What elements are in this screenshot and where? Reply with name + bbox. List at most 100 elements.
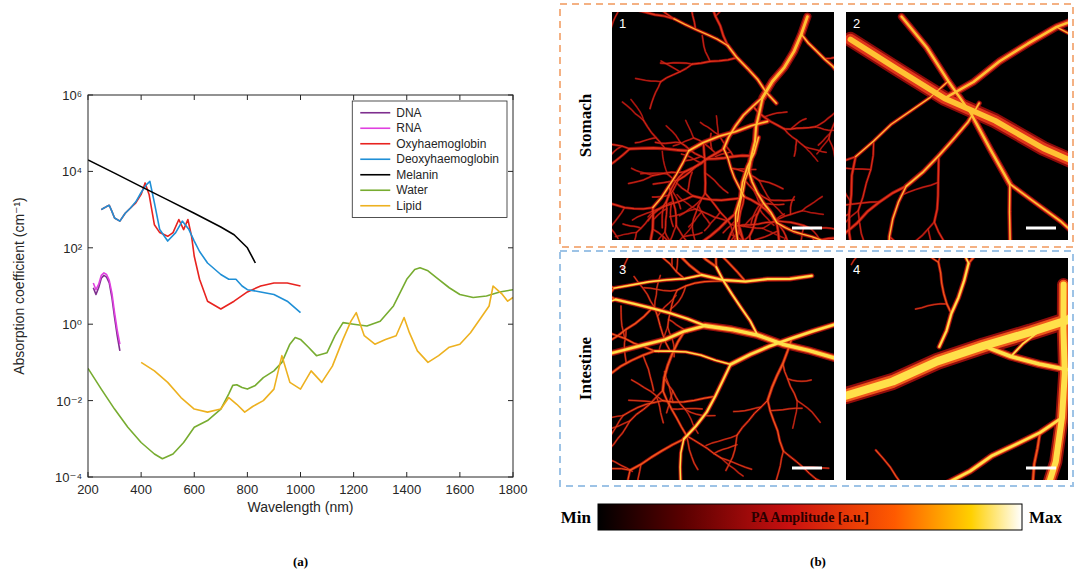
legend-swatch xyxy=(360,174,390,176)
legend-swatch xyxy=(360,205,390,207)
vessel-outer xyxy=(686,120,694,137)
vessel-outer xyxy=(775,451,783,480)
vessel-mid xyxy=(818,134,830,146)
vessel-outer xyxy=(876,450,911,480)
colorbar xyxy=(598,504,1022,530)
vessel-mid xyxy=(934,222,951,240)
vessel-mid xyxy=(701,122,719,134)
vessel-mid xyxy=(657,196,693,210)
y-tick-right xyxy=(508,171,513,172)
vessel-outer xyxy=(622,102,643,121)
vessel-mid xyxy=(703,143,705,194)
vessel-outer xyxy=(647,258,684,279)
legend-swatch xyxy=(360,143,390,145)
scale-bar xyxy=(1026,227,1056,230)
vessel-outer xyxy=(1010,184,1068,240)
vessel-mid xyxy=(1057,27,1068,73)
x-tick-label: 1800 xyxy=(499,482,528,497)
vessel-mid xyxy=(777,223,821,240)
x-tick xyxy=(300,472,301,477)
vessel-mid xyxy=(768,400,784,451)
vessel-outer xyxy=(705,173,728,193)
vessel-outer xyxy=(916,304,947,309)
vessel-mid xyxy=(780,236,786,240)
vessel-outer xyxy=(612,216,618,238)
vessel-mid xyxy=(846,167,871,170)
x-tick-label: 1200 xyxy=(339,482,368,497)
vessel-mid xyxy=(636,210,657,232)
vessel-outer xyxy=(632,380,663,401)
vessel-mid xyxy=(705,173,728,193)
vessel-mid xyxy=(706,435,737,445)
plot-frame xyxy=(88,95,513,477)
vessel-mid xyxy=(644,208,653,240)
vessel-mid xyxy=(887,186,907,240)
vessel-outer xyxy=(934,222,951,240)
vessel-core xyxy=(749,171,777,223)
vessel-mid xyxy=(793,401,797,429)
series-line xyxy=(93,273,120,344)
vessel-outer xyxy=(763,17,808,98)
vessel-mid xyxy=(653,209,666,220)
vessel-outer xyxy=(901,222,934,240)
series-line xyxy=(88,268,513,459)
legend-swatch xyxy=(360,127,390,129)
vessel-mid xyxy=(670,209,696,217)
vessel-mid xyxy=(655,351,731,364)
vessel-outer xyxy=(664,378,685,410)
image-number: 3 xyxy=(619,262,626,277)
vessel-outer xyxy=(706,435,737,445)
y-tick-label: 10⁰ xyxy=(62,317,82,332)
y-tick-label: 10² xyxy=(63,241,82,256)
x-tick xyxy=(406,472,407,477)
vessel-outer xyxy=(672,258,677,265)
legend-box xyxy=(352,101,507,218)
vessel-mid xyxy=(685,410,715,416)
pa-image: 4 xyxy=(789,0,1078,578)
vessel-mid xyxy=(728,236,749,240)
vessel-mid xyxy=(721,458,743,476)
x-tick-label: 400 xyxy=(130,482,152,497)
x-tick xyxy=(353,472,354,477)
vessel-mid xyxy=(721,458,752,469)
vessel-outer xyxy=(693,196,740,200)
panel-label: (a) xyxy=(293,554,308,569)
vessel-mid xyxy=(901,222,934,240)
vessel-outer xyxy=(1042,285,1064,480)
vessel-outer xyxy=(702,275,812,282)
vessel-outer xyxy=(612,351,655,382)
vessel-mid xyxy=(770,408,802,410)
x-tick xyxy=(459,472,460,477)
vessel-mid xyxy=(1042,285,1064,480)
vessel-core xyxy=(653,151,689,208)
vessel-outer xyxy=(938,258,953,262)
vessel-mid xyxy=(676,258,682,272)
legend-label: Oxyhaemoglobin xyxy=(396,137,486,151)
x-tick xyxy=(247,472,248,477)
vessel-outer xyxy=(663,391,687,436)
x-tick-top xyxy=(141,95,142,100)
scale-bar xyxy=(792,467,822,470)
vessel-outer xyxy=(614,275,702,288)
vessel-mid xyxy=(664,378,685,410)
vessel-outer xyxy=(635,138,656,143)
vessel-mid xyxy=(661,63,693,64)
series-line xyxy=(101,181,300,312)
vessel-outer xyxy=(680,439,687,480)
vessel-mid xyxy=(662,151,667,174)
y-tick-label: 10⁻² xyxy=(56,394,82,409)
vessel-mid xyxy=(999,184,1010,240)
vessel-mid xyxy=(630,439,684,470)
vessel-outer xyxy=(612,141,630,149)
vessel-mid xyxy=(750,203,764,236)
vessel-core xyxy=(684,364,731,439)
vessel-mid xyxy=(688,172,693,192)
vessel-mid xyxy=(665,203,667,232)
vessel-mid xyxy=(716,116,718,135)
vessel-outer xyxy=(630,391,663,421)
vessel-mid xyxy=(939,263,968,347)
vessel-mid xyxy=(728,46,777,104)
x-tick-top xyxy=(194,95,195,100)
vessel-mid xyxy=(969,258,1010,263)
image-background xyxy=(846,12,1068,240)
